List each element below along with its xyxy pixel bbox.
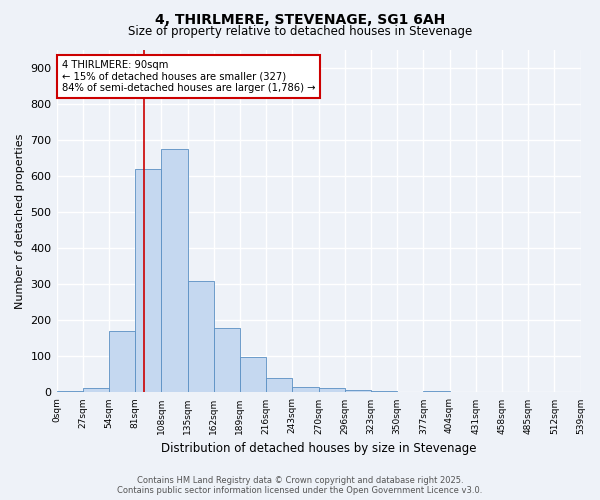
Bar (83, 388, 109, 392)
Bar (240, 357, 266, 392)
Bar (266, 378, 292, 392)
Bar (319, 388, 345, 392)
Text: Size of property relative to detached houses in Stevenage: Size of property relative to detached ho… (128, 25, 472, 38)
Bar (345, 390, 371, 392)
Bar (214, 328, 240, 392)
Y-axis label: Number of detached properties: Number of detached properties (15, 134, 25, 309)
Bar (109, 331, 135, 392)
Bar (292, 387, 319, 392)
Bar (188, 280, 214, 392)
Bar (424, 390, 449, 392)
Bar (135, 169, 161, 392)
Text: Contains HM Land Registry data © Crown copyright and database right 2025.
Contai: Contains HM Land Registry data © Crown c… (118, 476, 482, 495)
Text: 4, THIRLMERE, STEVENAGE, SG1 6AH: 4, THIRLMERE, STEVENAGE, SG1 6AH (155, 12, 445, 26)
Bar (161, 149, 188, 392)
X-axis label: Distribution of detached houses by size in Stevenage: Distribution of detached houses by size … (161, 442, 476, 455)
Bar (56, 390, 83, 392)
Text: 4 THIRLMERE: 90sqm
← 15% of detached houses are smaller (327)
84% of semi-detach: 4 THIRLMERE: 90sqm ← 15% of detached hou… (62, 60, 315, 94)
